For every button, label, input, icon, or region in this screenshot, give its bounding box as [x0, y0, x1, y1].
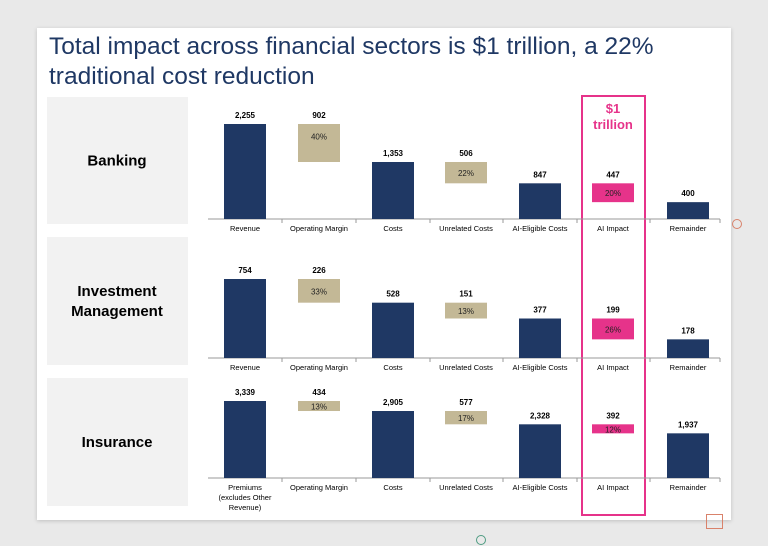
bar [224, 124, 266, 219]
bar [667, 202, 709, 219]
value-label: 506 [459, 149, 473, 158]
value-label: 577 [459, 398, 473, 407]
value-label: 447 [606, 170, 620, 179]
bar [667, 433, 709, 478]
ai-impact-box [592, 424, 634, 434]
bar [519, 318, 561, 358]
bar [372, 411, 414, 478]
percent-label: 17% [458, 414, 474, 423]
value-label: 2,328 [530, 411, 551, 420]
margin-box [445, 411, 487, 425]
category-label: Remainder [670, 483, 707, 492]
category-label: Revenue [230, 224, 260, 233]
margin-box [298, 401, 340, 412]
ai-impact-box [592, 183, 634, 203]
percent-label: 12% [605, 425, 621, 434]
bar [224, 401, 266, 478]
percent-label: 13% [458, 307, 474, 316]
sector-label-bg [47, 378, 188, 506]
slide-title: Total impact across financial sectors is… [49, 33, 654, 90]
category-label: Operating Margin [290, 483, 348, 492]
category-label: Operating Margin [290, 363, 348, 372]
category-label: Unrelated Costs [439, 483, 493, 492]
rotate-handle-circle[interactable] [476, 535, 486, 545]
category-label: Costs [383, 224, 402, 233]
value-label: 151 [459, 290, 473, 299]
category-label: AI Impact [597, 363, 630, 372]
value-label: 3,339 [235, 388, 256, 397]
percent-label: 26% [605, 325, 621, 334]
category-label: Costs [383, 483, 402, 492]
category-label: Unrelated Costs [439, 224, 493, 233]
category-label: (excludes Other [219, 493, 272, 502]
percent-label: 20% [605, 189, 621, 198]
category-label: Operating Margin [290, 224, 348, 233]
sector-label: Insurance [82, 434, 153, 451]
value-label: 434 [312, 388, 326, 397]
ai-impact-box [592, 318, 634, 340]
sector-label: Investment [77, 283, 156, 300]
margin-box [445, 162, 487, 184]
bar [372, 302, 414, 358]
category-label: Remainder [670, 363, 707, 372]
resize-handle-circle[interactable] [732, 219, 742, 229]
category-label: AI-Eligible Costs [512, 363, 567, 372]
value-label: 2,255 [235, 111, 256, 120]
margin-box [298, 279, 340, 303]
resize-handle-square[interactable] [706, 514, 723, 529]
value-label: 199 [606, 306, 620, 315]
bar [519, 424, 561, 478]
category-label: Unrelated Costs [439, 363, 493, 372]
category-label: Remainder [670, 224, 707, 233]
value-label: 178 [681, 326, 695, 335]
category-label: Revenue) [229, 503, 262, 512]
category-label: AI Impact [597, 224, 630, 233]
category-label: AI Impact [597, 483, 630, 492]
value-label: 1,937 [678, 420, 699, 429]
value-label: 377 [533, 306, 547, 315]
value-label: 392 [606, 411, 620, 420]
margin-box [445, 302, 487, 319]
highlight-label-line-2: trillion [593, 117, 633, 132]
category-label: AI-Eligible Costs [512, 483, 567, 492]
sector-label-bg [47, 97, 188, 224]
percent-label: 40% [311, 133, 327, 142]
value-label: 2,905 [383, 398, 404, 407]
value-label: 1,353 [383, 149, 404, 158]
margin-box [298, 124, 340, 162]
value-label: 902 [312, 111, 326, 120]
value-label: 400 [681, 189, 695, 198]
category-label: Revenue [230, 363, 260, 372]
bar [224, 279, 266, 358]
value-label: 754 [238, 266, 252, 275]
highlight-label-line-1: $1 [606, 101, 620, 116]
value-label: 226 [312, 266, 326, 275]
percent-label: 22% [458, 169, 474, 178]
bar [372, 162, 414, 219]
category-label: AI-Eligible Costs [512, 224, 567, 233]
percent-label: 13% [311, 403, 327, 412]
sector-label-bg [47, 237, 188, 365]
category-label: Costs [383, 363, 402, 372]
category-label: Premiums [228, 483, 262, 492]
bar [667, 339, 709, 358]
sector-label: Management [71, 303, 163, 320]
value-label: 847 [533, 170, 547, 179]
bar [519, 183, 561, 219]
sector-label: Banking [87, 153, 146, 170]
value-label: 528 [386, 290, 400, 299]
ai-impact-highlight-frame [581, 95, 646, 516]
percent-label: 33% [311, 287, 327, 296]
